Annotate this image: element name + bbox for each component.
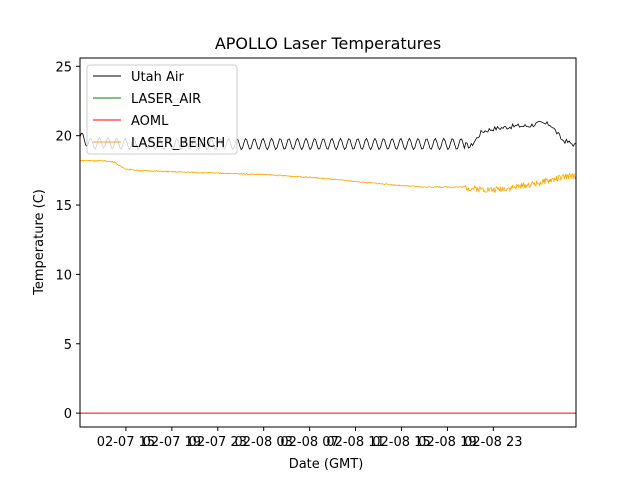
- y-axis-label: Temperature (C): [32, 189, 47, 296]
- x-tick-label: 02-08 15: [372, 435, 430, 450]
- chart-title: APOLLO Laser Temperatures: [215, 34, 441, 53]
- legend-entry-label: LASER_AIR: [131, 92, 201, 107]
- y-tick-label: 15: [55, 199, 72, 214]
- legend-box: [86, 64, 238, 155]
- legend-entry-label: Utah Air: [131, 70, 184, 85]
- legend: Utah Air LASER_AIR AOML LASER_BENCH: [86, 64, 238, 155]
- x-tick-label: 02-07 19: [143, 435, 201, 450]
- y-tick-label: 0: [64, 407, 72, 422]
- y-tick-label: 20: [55, 130, 72, 145]
- y-tick-label: 25: [55, 60, 72, 75]
- plot-frame: [79, 57, 577, 428]
- y-axis-ticks: 0 5 10 15 20 25: [55, 60, 80, 422]
- x-tick-label: 02-08 23: [464, 435, 522, 450]
- legend-entry-label: AOML: [131, 114, 169, 129]
- x-tick-label: 02-07 23: [189, 435, 247, 450]
- y-tick-label: 10: [55, 268, 72, 283]
- x-tick-label: 02-08 07: [280, 435, 338, 450]
- x-tick-label: 02-07 15: [97, 435, 155, 450]
- x-tick-label: 02-08 03: [234, 435, 292, 450]
- legend-entry-label: LASER_BENCH: [131, 136, 225, 151]
- x-axis-label: Date (GMT): [289, 457, 364, 472]
- y-tick-label: 5: [64, 338, 72, 353]
- series-line-laser-bench: [79, 159, 577, 194]
- x-tick-label: 02-08 11: [326, 435, 384, 450]
- x-tick-label: 02-08 19: [418, 435, 476, 450]
